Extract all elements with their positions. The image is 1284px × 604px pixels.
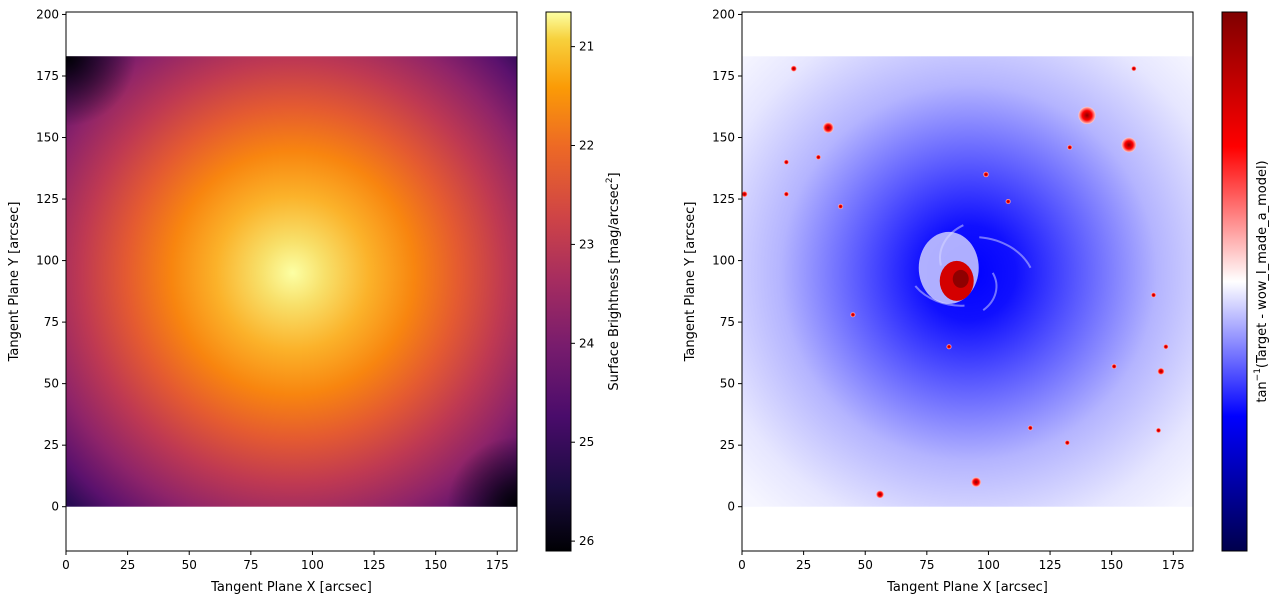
x-tick-label: 50 xyxy=(858,558,873,572)
point-source xyxy=(946,344,952,350)
y-tick-label: 25 xyxy=(44,438,59,452)
x-tick-label: 100 xyxy=(301,558,324,572)
point-source xyxy=(838,203,844,209)
y-tick-label: 200 xyxy=(712,7,735,21)
residual-colorbar-label-sup: −1 xyxy=(1253,368,1263,381)
point-source xyxy=(1121,137,1137,153)
point-source xyxy=(1151,292,1157,298)
model-x-ticks: 0 25 50 75 100 125 150 175 xyxy=(62,551,509,572)
residual-y-ticks: 0 25 50 75 100 125 150 175 200 xyxy=(712,7,742,514)
model-colorbar-label-end: ] xyxy=(607,172,622,177)
residual-panel: 0 25 50 75 100 125 150 175 0 25 50 75 100 125 150 175 2… xyxy=(683,7,1270,595)
x-tick-label: 175 xyxy=(486,558,509,572)
spiral-arm-wisp xyxy=(982,272,998,311)
point-source xyxy=(783,159,789,165)
residual-colorbar-label: tan−1(Target - wow_I_made_a_model) xyxy=(1253,160,1270,402)
residual-x-axis-label: Tangent Plane X [arcsec] xyxy=(886,580,1048,595)
y-tick-label: 75 xyxy=(720,315,735,329)
x-tick-label: 75 xyxy=(919,558,934,572)
model-image-fill xyxy=(66,56,517,507)
residual-x-ticks: 0 25 50 75 100 125 150 175 xyxy=(738,551,1185,572)
colorbar-tick-label: 25 xyxy=(579,435,594,449)
model-y-ticks: 0 25 50 75 100 125 150 175 200 xyxy=(36,7,66,514)
point-source xyxy=(850,312,856,318)
spiral-arm-wisp xyxy=(979,236,1032,269)
y-tick-label: 125 xyxy=(36,192,59,206)
colorbar-tick-label: 26 xyxy=(579,534,594,548)
model-colorbar-label: Surface Brightness [mag/arcsec2] xyxy=(605,172,622,390)
point-source xyxy=(1064,440,1070,446)
point-source xyxy=(1111,363,1117,369)
residual-y-axis-label: Tangent Plane Y [arcsec] xyxy=(683,202,698,363)
model-image xyxy=(66,56,517,507)
point-source xyxy=(1067,144,1073,150)
model-colorbar-ticks: 21 22 23 24 25 26 xyxy=(571,40,594,548)
y-tick-label: 200 xyxy=(36,7,59,21)
model-colorbar-label-sup: 2 xyxy=(605,177,615,183)
point-source xyxy=(822,122,834,134)
colorbar-tick-label: 21 xyxy=(579,40,594,54)
model-colorbar xyxy=(545,11,572,552)
y-tick-label: 125 xyxy=(712,192,735,206)
x-tick-label: 125 xyxy=(363,558,386,572)
x-tick-label: 175 xyxy=(1162,558,1185,572)
model-x-axis-label: Tangent Plane X [arcsec] xyxy=(210,580,372,595)
point-source xyxy=(983,171,989,178)
x-tick-label: 150 xyxy=(1100,558,1123,572)
point-source xyxy=(1155,427,1161,433)
point-source xyxy=(815,154,821,160)
residual-axes-frame xyxy=(741,11,1194,552)
x-tick-label: 50 xyxy=(182,558,197,572)
y-tick-label: 150 xyxy=(36,131,59,145)
point-source xyxy=(1078,106,1096,124)
model-axes-frame xyxy=(65,11,518,552)
residual-colorbar-label-main: tan xyxy=(1255,381,1270,402)
point-source xyxy=(971,477,982,488)
y-tick-label: 175 xyxy=(712,69,735,83)
colorbar-tick-label: 24 xyxy=(579,336,594,350)
y-tick-label: 75 xyxy=(44,315,59,329)
x-tick-label: 100 xyxy=(977,558,1000,572)
point-source xyxy=(1163,344,1169,350)
x-tick-label: 25 xyxy=(120,558,135,572)
model-dark-corner xyxy=(447,436,517,507)
model-panel: 0 25 50 75 100 125 150 175 0 25 50 75 100 125 150 175 2… xyxy=(7,7,622,595)
spiral-arm-wisp xyxy=(914,285,965,307)
y-tick-label: 50 xyxy=(720,377,735,391)
model-y-axis-label: Tangent Plane Y [arcsec] xyxy=(7,202,22,363)
y-tick-label: 0 xyxy=(727,500,735,514)
point-source xyxy=(1027,425,1033,431)
colorbar-tick-label: 23 xyxy=(579,237,594,251)
y-tick-label: 100 xyxy=(712,254,735,268)
model-dark-corner xyxy=(66,56,136,127)
x-tick-label: 25 xyxy=(796,558,811,572)
point-source xyxy=(1005,199,1011,205)
residual-image xyxy=(742,56,1193,507)
y-tick-label: 0 xyxy=(51,500,59,514)
model-colorbar-label-main: Surface Brightness [mag/arcsec xyxy=(607,183,622,390)
x-tick-label: 0 xyxy=(62,558,70,572)
point-source xyxy=(876,490,884,499)
x-tick-label: 125 xyxy=(1039,558,1062,572)
point-source xyxy=(1157,367,1165,375)
x-tick-label: 75 xyxy=(243,558,258,572)
core-residual-peak xyxy=(952,269,969,288)
point-source xyxy=(1131,66,1137,72)
y-tick-label: 25 xyxy=(720,438,735,452)
y-tick-label: 175 xyxy=(36,69,59,83)
residual-colorbar-label-end: (Target - wow_I_made_a_model) xyxy=(1255,160,1270,368)
y-tick-label: 150 xyxy=(712,131,735,145)
colorbar-tick-label: 22 xyxy=(579,139,594,153)
x-tick-label: 150 xyxy=(424,558,447,572)
x-tick-label: 0 xyxy=(738,558,746,572)
point-source xyxy=(783,191,789,197)
point-source xyxy=(742,191,748,198)
point-source xyxy=(790,65,797,72)
residual-colorbar xyxy=(1221,11,1248,552)
y-tick-label: 100 xyxy=(36,254,59,268)
y-tick-label: 50 xyxy=(44,377,59,391)
